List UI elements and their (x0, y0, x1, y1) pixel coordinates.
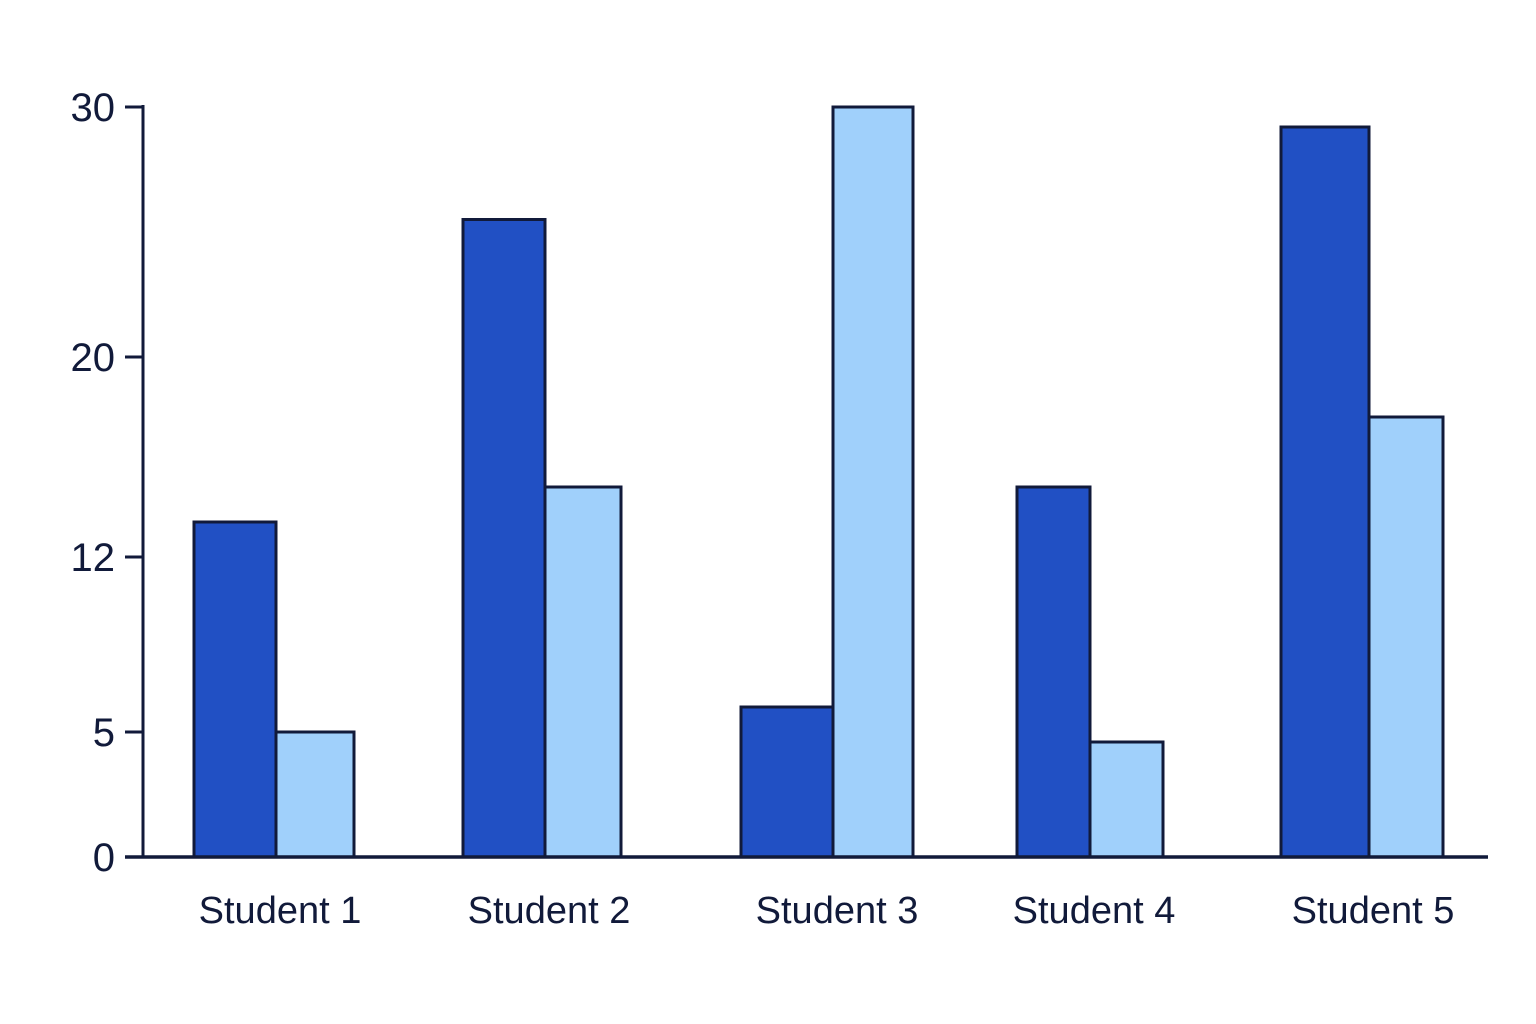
bar-student-4-series-1 (1015, 485, 1092, 859)
x-axis: Student 1 Student 2 Student 3 Student 4 Stud… (125, 855, 1488, 932)
bar-student-2-series-2 (543, 485, 623, 859)
bar-student-5-series-2 (1367, 415, 1445, 859)
y-tick-label-5: 5 (93, 711, 115, 755)
y-axis: 0 5 12 20 30 (71, 86, 145, 880)
bar-student-2-series-1 (461, 218, 547, 859)
x-tick-label-student-3: Student 3 (756, 890, 919, 932)
bar-student-4-series-2 (1088, 740, 1165, 859)
x-tick-label-student-1: Student 1 (199, 890, 362, 932)
bar-student-3-series-1 (739, 705, 835, 859)
y-tick-label-12: 12 (71, 536, 116, 580)
bar-student-5-series-1 (1279, 125, 1371, 859)
bar-student-3-series-2 (831, 105, 915, 859)
x-tick-label-student-2: Student 2 (468, 890, 631, 932)
y-tick-label-0: 0 (93, 836, 115, 880)
x-tick-label-student-5: Student 5 (1292, 890, 1455, 932)
bars (192, 105, 1445, 859)
bar-student-1-series-2 (274, 730, 356, 859)
y-tick-label-20: 20 (71, 336, 116, 380)
bar-student-1-series-1 (192, 520, 278, 859)
y-tick-label-30: 30 (71, 86, 116, 130)
x-tick-label-student-4: Student 4 (1013, 890, 1176, 932)
